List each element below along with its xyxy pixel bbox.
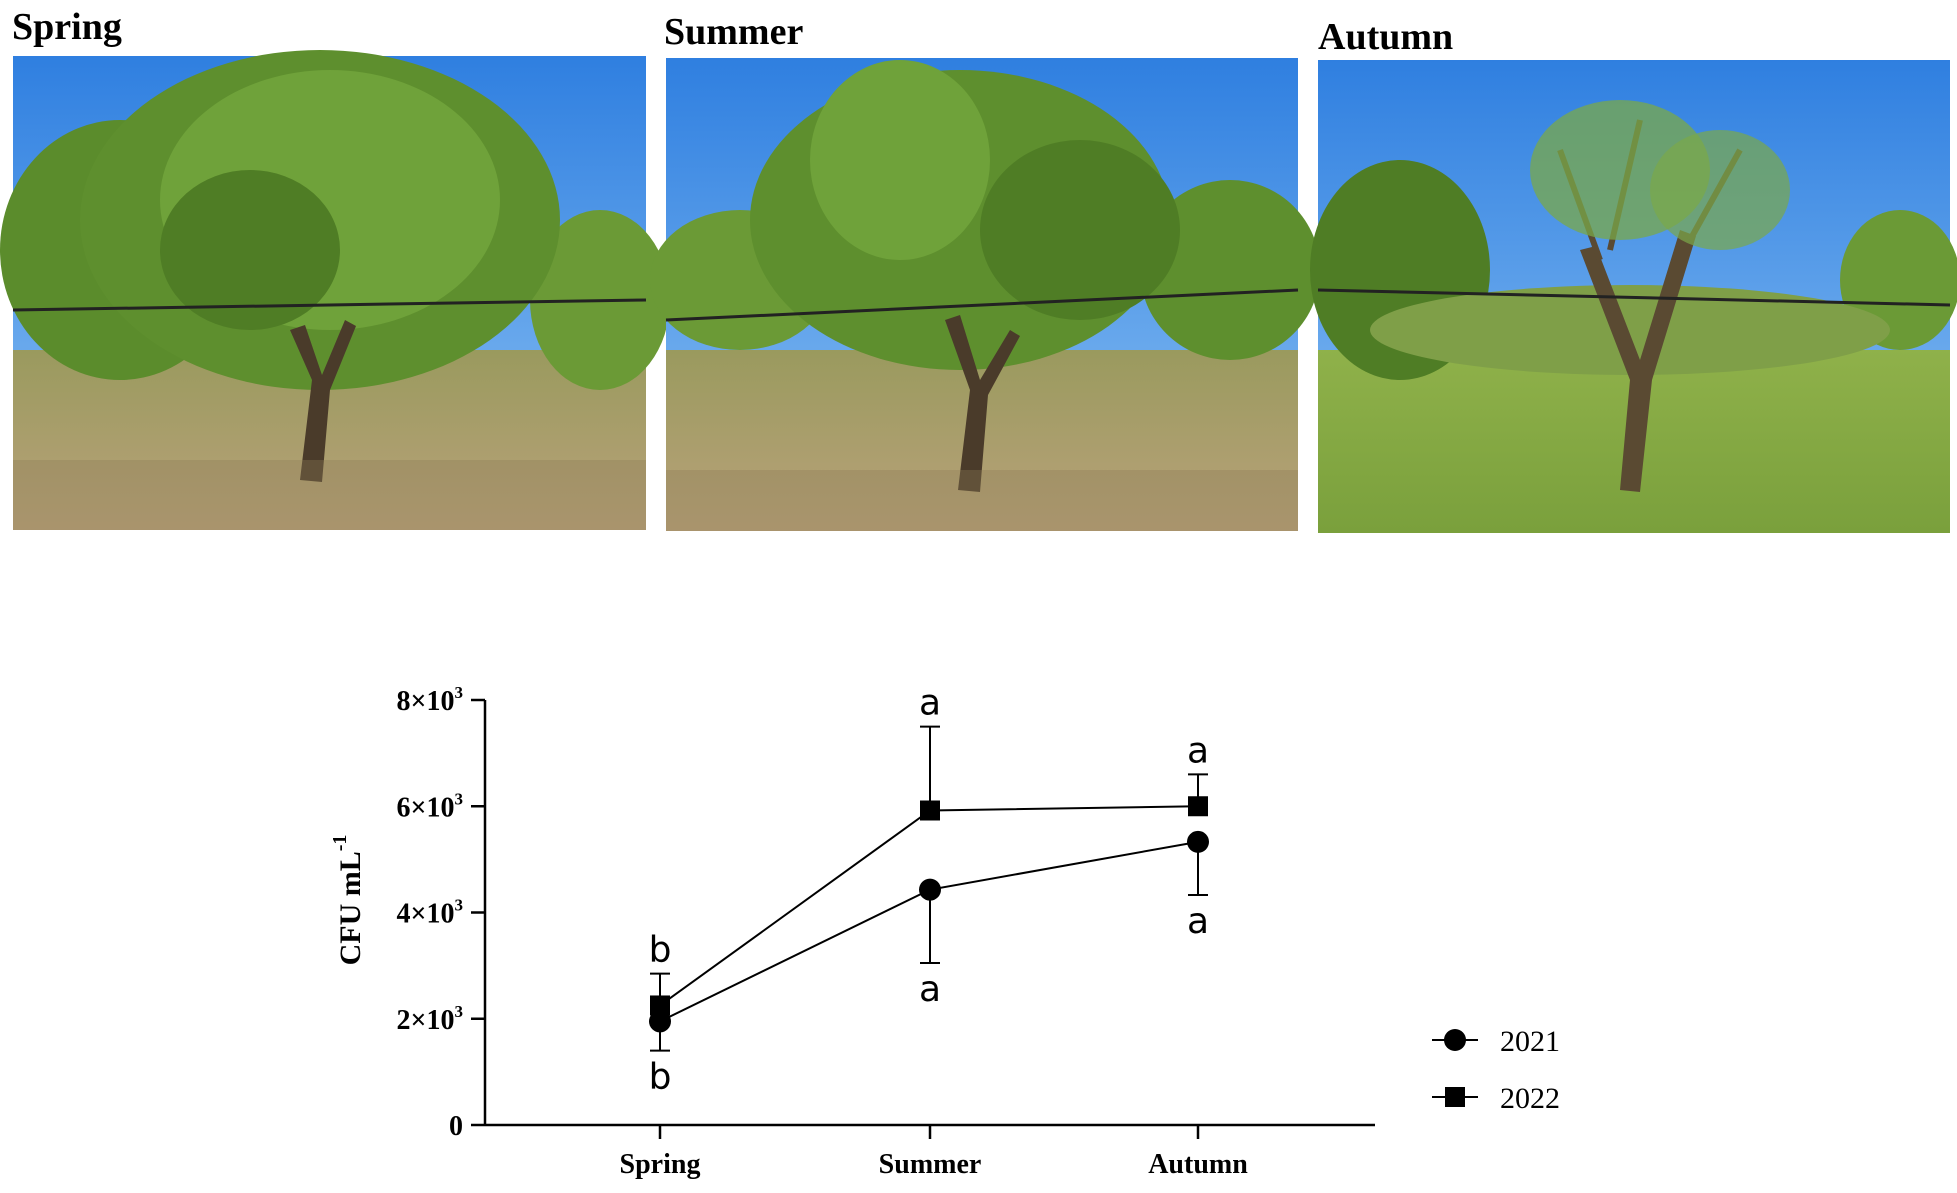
x-tick-label-spring: Spring <box>620 1149 701 1180</box>
significance-letter: a <box>1187 901 1209 942</box>
photo-label-autumn: Autumn <box>1318 16 1454 58</box>
legend-label: 2022 <box>1500 1082 1560 1115</box>
y-tick-label: 8×103 <box>397 683 463 717</box>
x-tick-label-autumn: Autumn <box>1148 1149 1248 1180</box>
series-2022: b a a <box>649 683 1209 1016</box>
x-tick-label-summer: Summer <box>879 1149 982 1180</box>
x-ticks: Spring Summer Autumn <box>620 1125 1248 1180</box>
legend-label: 2021 <box>1500 1025 1560 1058</box>
photo-summer <box>650 58 1320 531</box>
legend-item-2022: 2022 <box>1432 1082 1560 1115</box>
chart-series: b a a b a a <box>649 683 1209 1098</box>
photo-spring <box>0 50 670 530</box>
legend-marker <box>1445 1087 1465 1107</box>
data-point <box>650 995 670 1016</box>
data-point <box>920 800 940 821</box>
y-tick-label: 6×103 <box>397 789 463 823</box>
significance-letter: b <box>649 930 672 971</box>
significance-letter: b <box>649 1057 672 1098</box>
photo-label-summer: Summer <box>664 11 804 53</box>
y-ticks: 0 2×103 4×103 6×103 8×103 <box>397 683 485 1142</box>
series-2021: b a a <box>649 830 1209 1098</box>
legend-marker <box>1444 1029 1466 1051</box>
y-tick-label: 0 <box>449 1111 463 1142</box>
data-point <box>649 1010 671 1033</box>
legend-item-2021: 2021 <box>1432 1025 1560 1058</box>
significance-letter: a <box>919 969 941 1010</box>
y-tick-label: 4×103 <box>397 896 463 930</box>
photo-autumn <box>1310 60 1957 533</box>
significance-letter: a <box>919 683 941 724</box>
chart-legend: 2021 2022 <box>1432 1025 1560 1115</box>
data-point <box>1188 796 1208 817</box>
photo-label-spring: Spring <box>12 6 122 48</box>
photo-strip <box>0 50 1957 533</box>
data-point <box>919 878 941 901</box>
data-point <box>1187 830 1209 853</box>
significance-letter: a <box>1187 730 1209 771</box>
y-axis-title: CFU mL-1 <box>329 835 367 966</box>
y-tick-label: 2×103 <box>397 1002 463 1036</box>
